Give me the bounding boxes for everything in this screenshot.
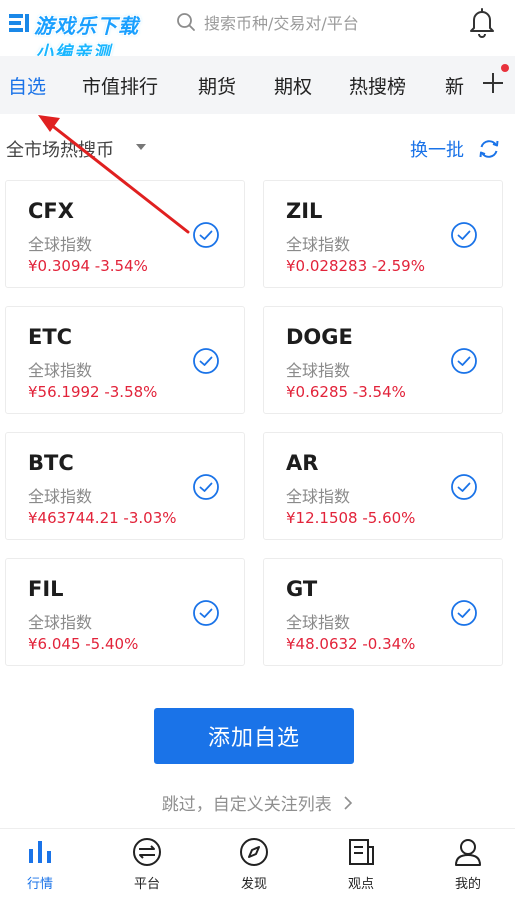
nav-platform[interactable]: 平台: [107, 835, 187, 892]
index-label: 全球指数: [28, 613, 93, 632]
coin-symbol: AR: [286, 451, 319, 475]
index-label: 全球指数: [286, 487, 351, 506]
checkmark-circle-icon[interactable]: [450, 599, 478, 627]
nav-discover[interactable]: 发现: [214, 835, 294, 892]
nav-label: 发现: [240, 877, 267, 892]
coin-card-zil[interactable]: ZIL 全球指数 ¥0.028283 -2.59%: [263, 180, 503, 288]
index-label: 全球指数: [286, 613, 351, 632]
coin-symbol: CFX: [28, 199, 74, 223]
price-change: ¥56.1992 -3.58%: [28, 383, 158, 401]
price-change: ¥0.6285 -3.54%: [286, 383, 406, 401]
tab-market-cap[interactable]: 市值排行: [82, 76, 159, 98]
coin-card-cfx[interactable]: CFX 全球指数 ¥0.3094 -3.54%: [5, 180, 245, 288]
chevron-right-icon: [344, 796, 353, 810]
market-filter-label[interactable]: 全市场热搜币: [6, 140, 114, 161]
index-label: 全球指数: [286, 235, 351, 254]
nav-label: 观点: [347, 877, 374, 892]
tab-new[interactable]: 新: [445, 76, 465, 98]
checkmark-circle-icon[interactable]: [192, 347, 220, 375]
skip-label[interactable]: 跳过，自定义关注列表: [161, 795, 332, 815]
checkmark-circle-icon[interactable]: [192, 221, 220, 249]
price-change: ¥12.1508 -5.60%: [286, 509, 416, 527]
index-label: 全球指数: [28, 235, 93, 254]
nav-market[interactable]: 行情: [0, 835, 80, 892]
nav-opinions[interactable]: 观点: [321, 835, 401, 892]
search-bar[interactable]: 搜索币种/交易对/平台: [176, 10, 426, 34]
checkmark-circle-icon[interactable]: [450, 347, 478, 375]
search-icon: [177, 13, 195, 31]
watermark-logo: 游戏乐下载 小编亲测: [6, 8, 156, 63]
nav-label: 行情: [26, 877, 53, 892]
coin-symbol: DOGE: [286, 325, 353, 349]
coin-card-fil[interactable]: FIL 全球指数 ¥6.045 -5.40%: [5, 558, 245, 666]
checkmark-circle-icon[interactable]: [450, 221, 478, 249]
coin-card-etc[interactable]: ETC 全球指数 ¥56.1992 -3.58%: [5, 306, 245, 414]
coin-card-btc[interactable]: BTC 全球指数 ¥463744.21 -3.03%: [5, 432, 245, 540]
bottom-navigation: 行情 平台 发现 观点 我的: [0, 828, 515, 897]
compass-icon: [240, 838, 268, 866]
checkmark-circle-icon[interactable]: [192, 599, 220, 627]
coin-symbol: GT: [286, 577, 318, 601]
top-header: 游戏乐下载 小编亲测 搜索币种/交易对/平台: [0, 0, 515, 63]
index-label: 全球指数: [28, 487, 93, 506]
platform-icon: [133, 838, 161, 866]
watermark-title: 游戏乐下载: [34, 14, 139, 38]
tab-hot-search[interactable]: 热搜榜: [349, 76, 407, 98]
search-input[interactable]: 搜索币种/交易对/平台: [204, 14, 359, 33]
dropdown-caret-icon[interactable]: [136, 144, 146, 150]
price-change: ¥0.3094 -3.54%: [28, 257, 148, 275]
refresh-icon[interactable]: [478, 138, 500, 160]
tab-futures[interactable]: 期货: [198, 76, 237, 98]
nav-profile[interactable]: 我的: [428, 835, 508, 892]
coin-card-doge[interactable]: DOGE 全球指数 ¥0.6285 -3.54%: [263, 306, 503, 414]
nav-label: 平台: [133, 877, 160, 892]
profile-icon: [455, 839, 481, 866]
index-label: 全球指数: [28, 361, 93, 380]
add-favorites-button[interactable]: 添加自选: [154, 708, 354, 764]
tab-favorites[interactable]: 自选: [8, 76, 47, 98]
market-chart-icon: [29, 841, 51, 863]
skip-link[interactable]: 跳过，自定义关注列表: [0, 790, 515, 815]
price-change: ¥6.045 -5.40%: [28, 635, 139, 653]
coin-card-gt[interactable]: GT 全球指数 ¥48.0632 -0.34%: [263, 558, 503, 666]
nav-label: 我的: [454, 877, 481, 892]
notification-dot: [501, 64, 509, 72]
refresh-batch-button[interactable]: 换一批: [410, 140, 464, 161]
checkmark-circle-icon[interactable]: [192, 473, 220, 501]
coin-card-ar[interactable]: AR 全球指数 ¥12.1508 -5.60%: [263, 432, 503, 540]
coin-symbol: ZIL: [286, 199, 323, 223]
price-change: ¥0.028283 -2.59%: [286, 257, 425, 275]
price-change: ¥48.0632 -0.34%: [286, 635, 416, 653]
category-tabs: 自选 市值排行 期货 期权 热搜榜 新: [0, 56, 515, 114]
coin-symbol: ETC: [28, 325, 73, 349]
notification-bell-icon[interactable]: [466, 6, 498, 38]
index-label: 全球指数: [286, 361, 351, 380]
coin-symbol: BTC: [28, 451, 74, 475]
checkmark-circle-icon[interactable]: [450, 473, 478, 501]
price-change: ¥463744.21 -3.03%: [28, 509, 177, 527]
tab-options[interactable]: 期权: [274, 76, 313, 98]
coin-symbol: FIL: [28, 577, 64, 601]
article-icon: [349, 839, 374, 865]
hot-coins-header: 全市场热搜币 换一批: [0, 128, 515, 168]
add-tab-plus-icon[interactable]: [480, 70, 506, 96]
logo-mark-icon: [9, 14, 29, 32]
